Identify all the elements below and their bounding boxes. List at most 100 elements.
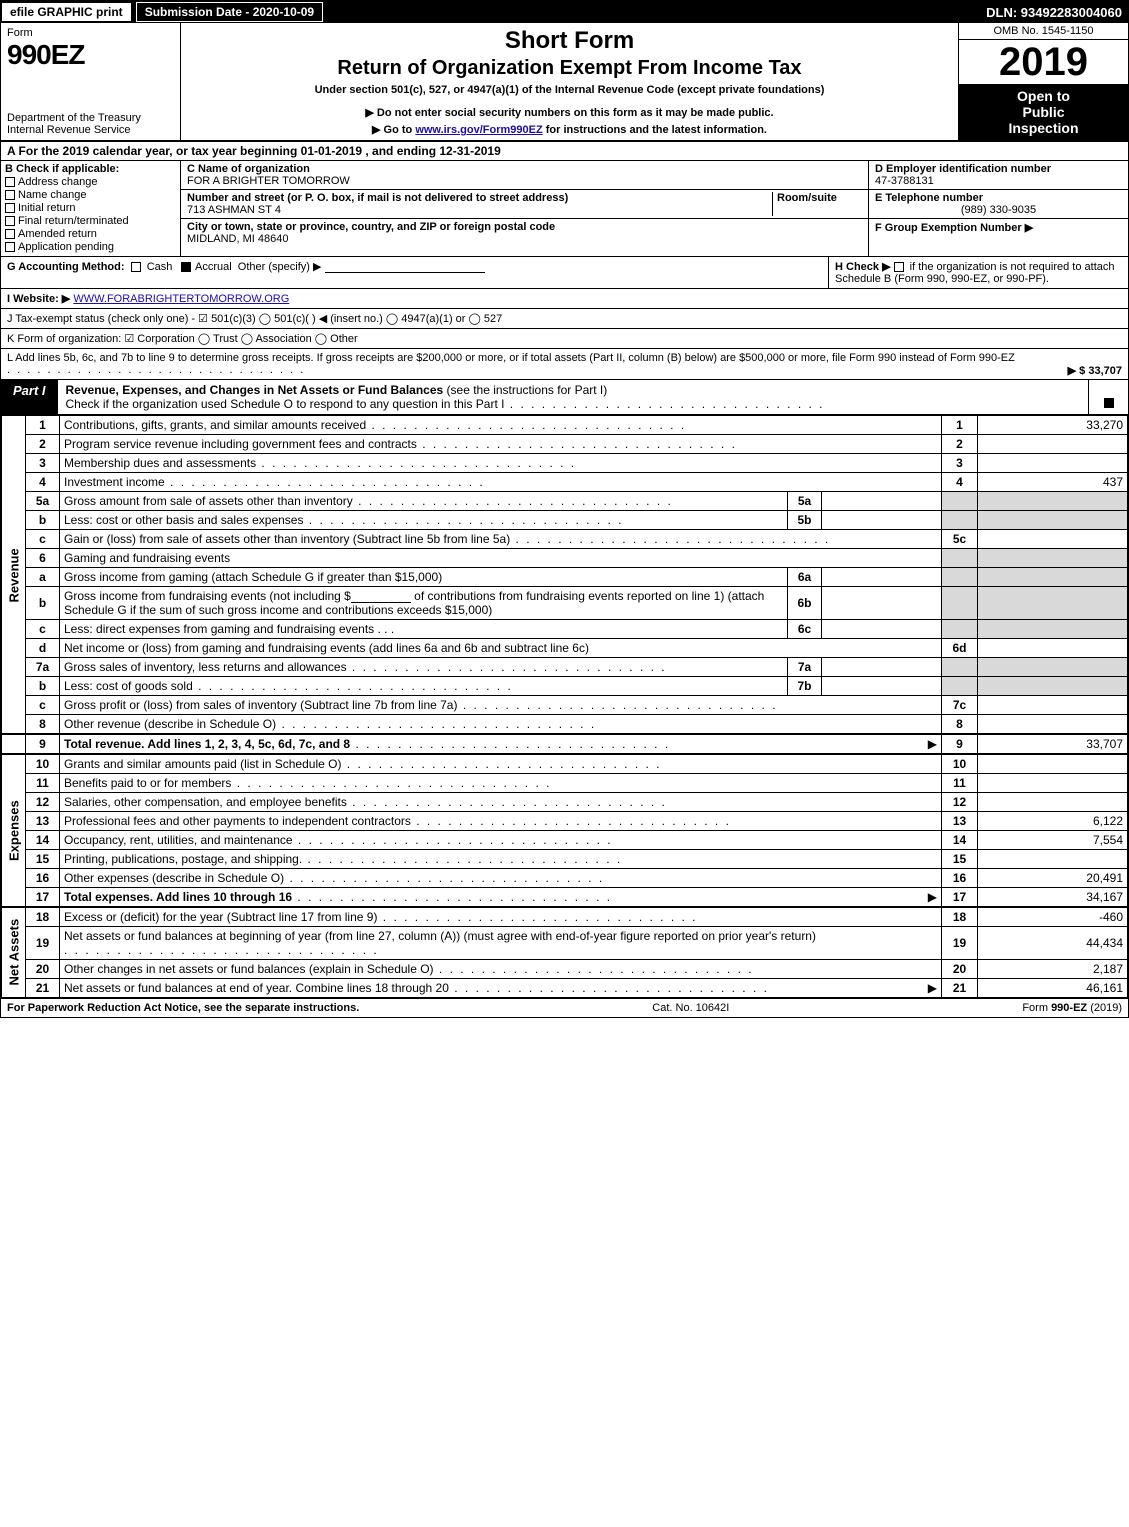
goto-post: for instructions and the latest informat… (543, 124, 767, 136)
form-number: 990EZ (7, 39, 174, 71)
part1-tag: Part I (1, 380, 58, 414)
part1-title: Revenue, Expenses, and Changes in Net As… (58, 380, 1088, 414)
line-5c: c Gain or (loss) from sale of assets oth… (2, 530, 1128, 549)
ln6c-val[interactable] (822, 620, 942, 639)
street-label: Number and street (or P. O. box, if mail… (187, 192, 568, 204)
line-15: 15 Printing, publications, postage, and … (2, 850, 1128, 869)
cb-H[interactable] (894, 262, 904, 272)
page-footer: For Paperwork Reduction Act Notice, see … (1, 998, 1128, 1017)
line-5a: 5a Gross amount from sale of assets othe… (2, 492, 1128, 511)
website-label: I Website: ▶ (7, 293, 70, 305)
city-value: MIDLAND, MI 48640 (187, 233, 862, 245)
under-section: Under section 501(c), 527, or 4947(a)(1)… (189, 84, 950, 96)
dept-line1: Department of the Treasury (7, 112, 141, 124)
row-K: K Form of organization: ☑ Corporation ◯ … (1, 329, 1128, 349)
cb-amended-return[interactable]: Amended return (5, 228, 176, 240)
ln1-desc: Contributions, gifts, grants, and simila… (60, 416, 942, 435)
cb-cash[interactable] (131, 262, 141, 272)
line-10: Expenses 10 Grants and similar amounts p… (2, 754, 1128, 774)
cb-address-change[interactable]: Address change (5, 176, 176, 188)
ln1-col: 1 (942, 416, 978, 435)
header-right: OMB No. 1545-1150 2019 Open to Public In… (958, 23, 1128, 140)
header-left: Form 990EZ Department of the Treasury In… (1, 23, 181, 140)
department-label: Department of the Treasury Internal Reve… (7, 112, 174, 136)
line-12: 12 Salaries, other compensation, and emp… (2, 793, 1128, 812)
form-title: Short Form (189, 27, 950, 55)
line-6c: c Less: direct expenses from gaming and … (2, 620, 1128, 639)
part1-checkbox-cell (1088, 380, 1128, 414)
line-21: 21 Net assets or fund balances at end of… (2, 979, 1128, 998)
g-other: Other (specify) ▶ (238, 261, 322, 273)
row-G: G Accounting Method: Cash Accrual Other … (1, 257, 828, 288)
cb-final-return[interactable]: Final return/terminated (5, 215, 176, 227)
form-word: Form (7, 27, 174, 39)
irs-link[interactable]: www.irs.gov/Form990EZ (415, 124, 542, 136)
ln1-no: 1 (26, 416, 60, 435)
website-link[interactable]: WWW.FORABRIGHTERTOMORROW.ORG (73, 293, 289, 305)
efile-print-button[interactable]: efile GRAPHIC print (1, 2, 132, 22)
room-label: Room/suite (777, 192, 837, 204)
form-header: Form 990EZ Department of the Treasury In… (1, 23, 1128, 142)
line-3: 3 Membership dues and assessments 3 (2, 454, 1128, 473)
inspection-box: Open to Public Inspection (959, 84, 1128, 140)
line-5b: b Less: cost or other basis and sales ex… (2, 511, 1128, 530)
line-2: 2 Program service revenue including gove… (2, 435, 1128, 454)
box-D: D Employer identification number 47-3788… (868, 161, 1128, 256)
city-label: City or town, state or province, country… (187, 221, 862, 233)
ein-row: D Employer identification number 47-3788… (869, 161, 1128, 190)
row-H: H Check ▶ if the organization is not req… (828, 257, 1128, 288)
ln7b-val[interactable] (822, 677, 942, 696)
row-A-tax-year: A For the 2019 calendar year, or tax yea… (1, 142, 1128, 161)
part1-check-line: Check if the organization used Schedule … (66, 397, 505, 411)
line-17: 17 Total expenses. Add lines 10 through … (2, 888, 1128, 908)
ln5a-val[interactable] (822, 492, 942, 511)
topbar: efile GRAPHIC print Submission Date - 20… (1, 1, 1128, 23)
line-7a: 7a Gross sales of inventory, less return… (2, 658, 1128, 677)
box-B: B Check if applicable: Address change Na… (1, 161, 181, 256)
row-L-dots (7, 364, 305, 376)
info-block: B Check if applicable: Address change Na… (1, 161, 1128, 257)
dln-label: DLN: 93492283004060 (986, 5, 1128, 20)
insp-3: Inspection (1008, 120, 1078, 136)
cb-name-change[interactable]: Name change (5, 189, 176, 201)
row-I: I Website: ▶ WWW.FORABRIGHTERTOMORROW.OR… (1, 289, 1128, 309)
line-7b: b Less: cost of goods sold 7b (2, 677, 1128, 696)
side-expenses: Expenses (2, 754, 26, 907)
row-G-H: G Accounting Method: Cash Accrual Other … (1, 257, 1128, 289)
line-16: 16 Other expenses (describe in Schedule … (2, 869, 1128, 888)
line-1: Revenue 1 Contributions, gifts, grants, … (2, 416, 1128, 435)
ein-label: D Employer identification number (875, 163, 1051, 175)
line-4: 4 Investment income 4 437 (2, 473, 1128, 492)
cb-application-pending[interactable]: Application pending (5, 241, 176, 253)
part1-checkbox[interactable] (1104, 398, 1114, 408)
cb-accrual-checked[interactable] (181, 262, 191, 272)
part1-title-bold: Revenue, Expenses, and Changes in Net As… (66, 383, 444, 397)
g-other-blank[interactable] (325, 261, 485, 273)
line-6: 6 Gaming and fundraising events (2, 549, 1128, 568)
group-exemption-label: F Group Exemption Number ▶ (875, 222, 1033, 234)
header-center: Short Form Return of Organization Exempt… (181, 23, 958, 140)
side-revenue: Revenue (2, 416, 26, 735)
omb-number: OMB No. 1545-1150 (959, 23, 1128, 40)
part1-header: Part I Revenue, Expenses, and Changes in… (1, 380, 1128, 415)
org-name-row: C Name of organization FOR A BRIGHTER TO… (181, 161, 868, 190)
cb-initial-return[interactable]: Initial return (5, 202, 176, 214)
group-exemption-row: F Group Exemption Number ▶ (869, 219, 1128, 236)
insp-1: Open to (1017, 88, 1070, 104)
g-label: G Accounting Method: (7, 261, 125, 273)
ln6a-val[interactable] (822, 568, 942, 587)
insp-2: Public (1022, 104, 1064, 120)
line-13: 13 Professional fees and other payments … (2, 812, 1128, 831)
goto-note: ▶ Go to www.irs.gov/Form990EZ for instru… (189, 123, 950, 136)
row-L-text: L Add lines 5b, 6c, and 7b to line 9 to … (7, 352, 1015, 364)
line-6b: b Gross income from fundraising events (… (2, 587, 1128, 620)
ln5b-val[interactable] (822, 511, 942, 530)
ein-value: 47-3788131 (875, 175, 934, 187)
footer-left: For Paperwork Reduction Act Notice, see … (7, 1002, 359, 1014)
ln7a-val[interactable] (822, 658, 942, 677)
line-19: 19 Net assets or fund balances at beginn… (2, 927, 1128, 960)
ln6b-val[interactable] (822, 587, 942, 620)
line-14: 14 Occupancy, rent, utilities, and maint… (2, 831, 1128, 850)
box-B-title: B Check if applicable: (5, 163, 176, 175)
street-row: Number and street (or P. O. box, if mail… (181, 190, 868, 219)
